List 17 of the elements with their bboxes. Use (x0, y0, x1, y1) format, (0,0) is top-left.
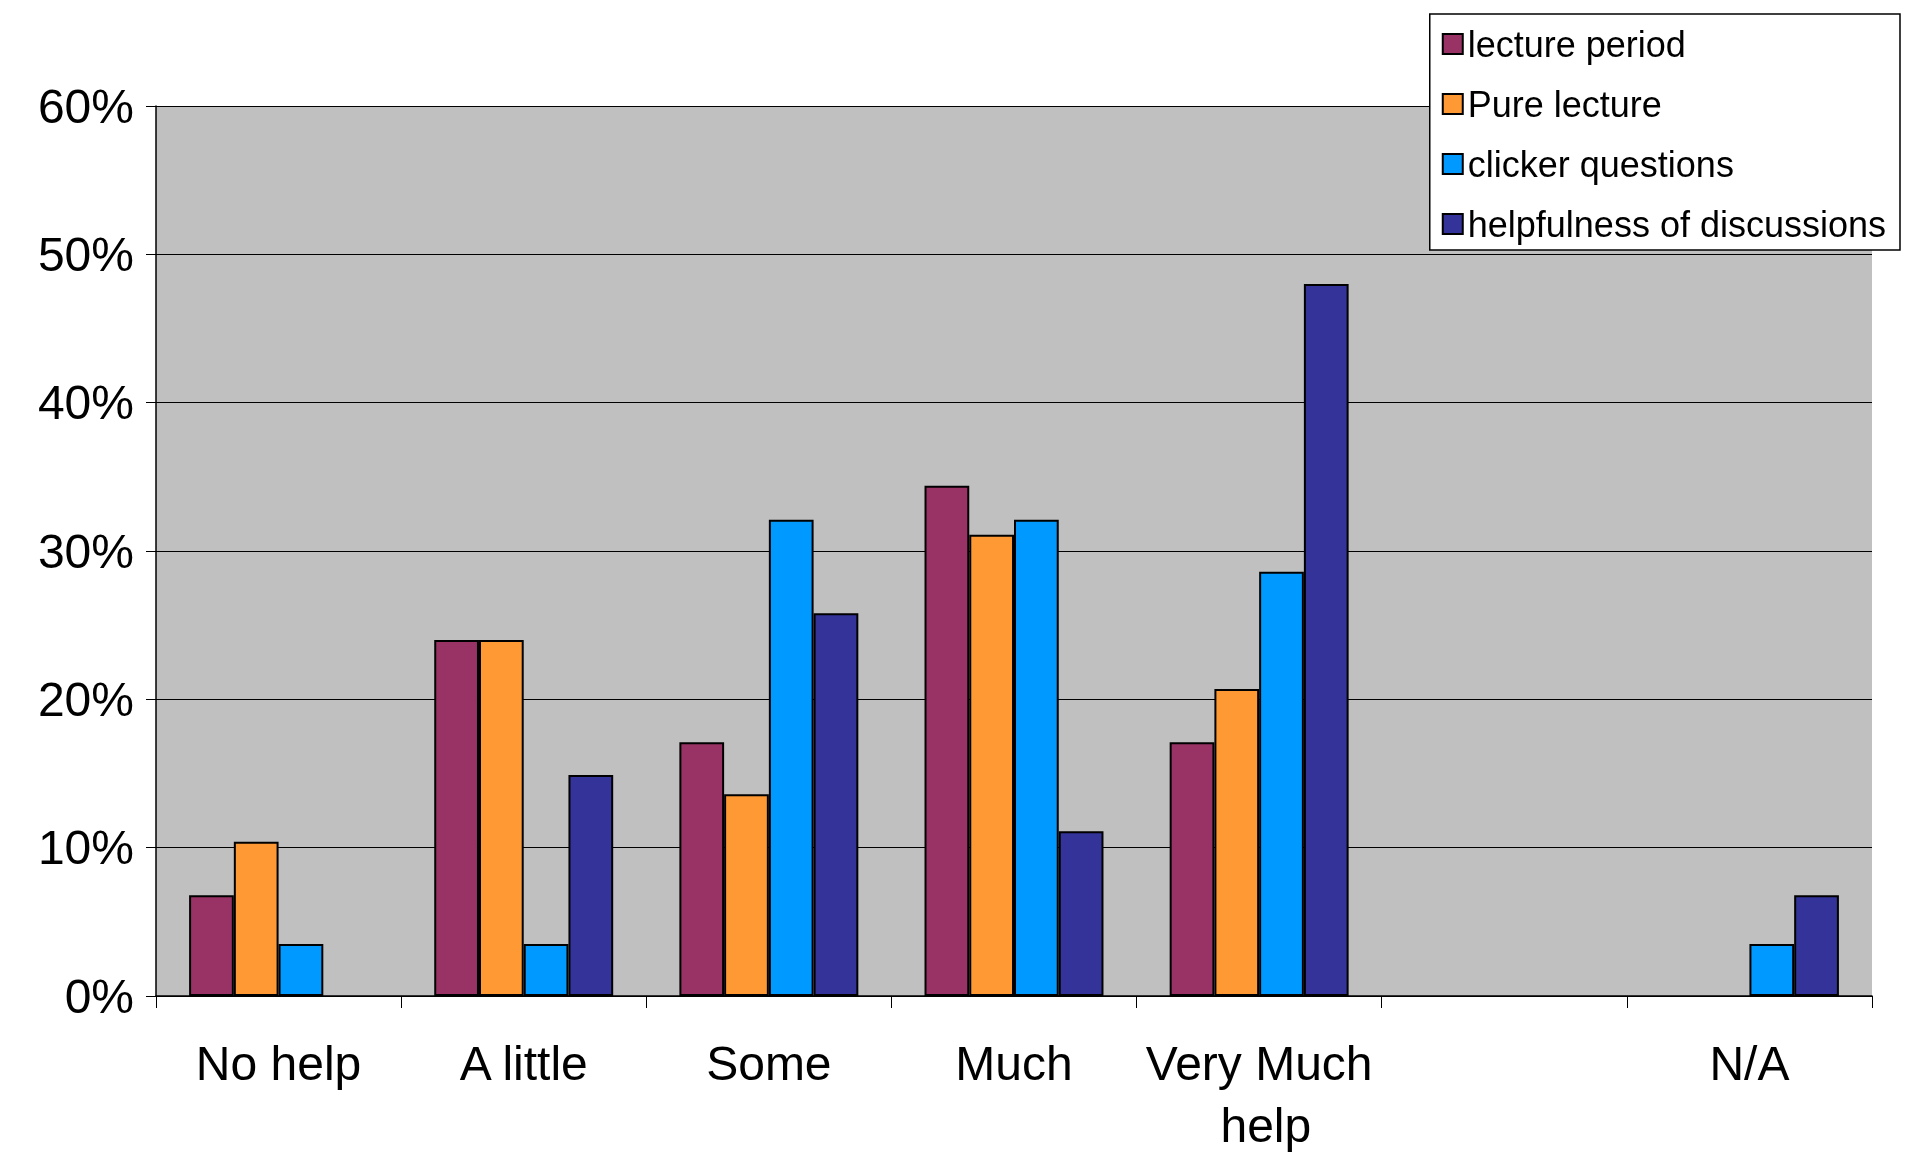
y-tick-label: 10% (37, 821, 134, 875)
y-tick-label: 30% (37, 524, 134, 578)
x-tick-label: No help (195, 1036, 362, 1090)
x-tick-label: Very Much help (1145, 1036, 1373, 1152)
x-tick-label: Much (955, 1036, 1073, 1090)
y-tick-label: 50% (37, 227, 134, 281)
x-tick-label: N/A (1709, 1036, 1790, 1090)
legend-label: Pure lecture (1467, 83, 1662, 125)
x-tick-label: Some (706, 1036, 832, 1090)
x-tick-label: A little (459, 1036, 588, 1090)
y-tick-label: 40% (37, 376, 134, 430)
y-tick-label: 20% (37, 672, 134, 726)
legend-label: helpfulness of discussions (1467, 203, 1887, 245)
legend-label: lecture period (1467, 23, 1686, 65)
y-tick-label: 60% (37, 79, 134, 133)
legend-label: clicker questions (1467, 143, 1734, 185)
y-tick-label: 0% (64, 969, 134, 1023)
